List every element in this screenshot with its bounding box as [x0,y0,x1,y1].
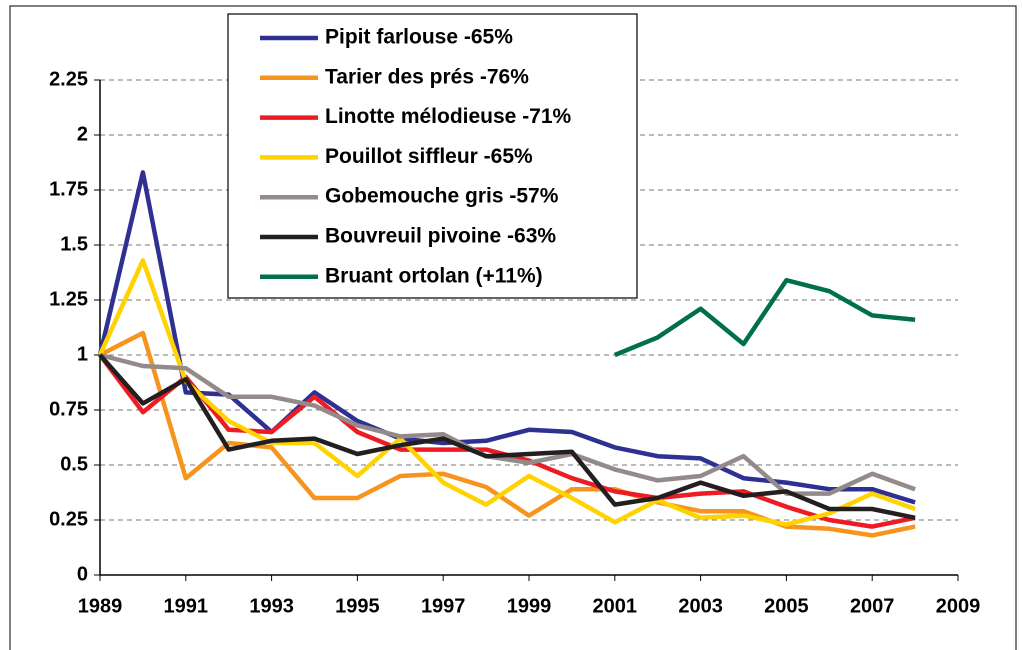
legend-label: Pouillot siffleur -65% [325,145,533,168]
y-tick-label: 0 [77,563,88,585]
y-tick-label: 2.25 [49,68,88,90]
x-tick-label: 2009 [936,595,981,617]
x-tick-label: 1993 [249,595,294,617]
series-line [97,170,916,505]
y-tick-label: 1.25 [49,288,88,310]
legend-label: Linotte mélodieuse -71% [325,105,572,128]
y-tick-label: 0.25 [49,508,88,530]
y-tick-label: 1.75 [49,178,88,200]
legend-label: Bouvreuil pivoine -63% [325,225,556,248]
x-tick-label: 1997 [421,595,466,617]
y-tick-label: 1.5 [60,233,88,255]
y-tick-label: 0.75 [49,398,88,420]
legend-label: Bruant ortolan (+11%) [325,264,543,287]
x-tick-label: 1999 [507,595,552,617]
legend-label: Gobemouche gris -57% [325,185,559,208]
x-tick-label: 2005 [764,595,809,617]
x-tick-label: 2003 [678,595,723,617]
series-line [98,353,916,521]
legend: Pipit farlouse -65% Tarier des prés -76% L… [227,13,638,299]
legend-label: Tarier des prés -76% [325,65,529,88]
y-tick-label: 0.5 [60,453,88,475]
y-tick-label: 1 [77,343,88,365]
chart-frame [9,5,1017,650]
y-tick-label: 2 [77,123,88,145]
x-tick-label: 1989 [78,595,123,617]
series-line [613,277,916,358]
x-tick-label: 1991 [164,595,209,617]
series-line [99,352,916,496]
x-tick-label: 2001 [593,595,638,617]
legend-label: Pipit farlouse -65% [325,26,513,49]
x-tick-label: 2007 [850,595,895,617]
x-tick-label: 1995 [335,595,380,617]
series-line [97,258,916,527]
